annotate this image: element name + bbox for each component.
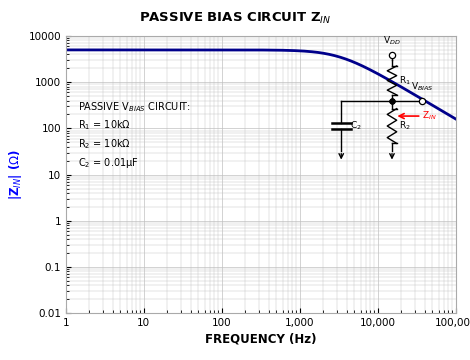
X-axis label: FREQUENCY (Hz): FREQUENCY (Hz) (205, 332, 317, 345)
Text: R$_2$: R$_2$ (399, 120, 410, 132)
Text: V$_{BIAS}$: V$_{BIAS}$ (411, 80, 434, 93)
Text: PASSIVE BIAS CIRCUIT Z$_{IN}$: PASSIVE BIAS CIRCUIT Z$_{IN}$ (139, 11, 331, 26)
Y-axis label: |Z$_{IN}$| ($\Omega$): |Z$_{IN}$| ($\Omega$) (7, 149, 24, 200)
Text: C$_2$: C$_2$ (350, 120, 361, 132)
Text: PASSIVE V$_{BIAS}$ CIRCUIT:
R$_1$ = 10kΩ
R$_2$ = 10kΩ
C$_2$ = 0.01µF: PASSIVE V$_{BIAS}$ CIRCUIT: R$_1$ = 10kΩ… (78, 100, 190, 170)
Text: R$_1$: R$_1$ (399, 74, 411, 87)
Text: Z$_{IN}$: Z$_{IN}$ (423, 110, 437, 122)
Text: V$_{DD}$: V$_{DD}$ (383, 34, 401, 46)
